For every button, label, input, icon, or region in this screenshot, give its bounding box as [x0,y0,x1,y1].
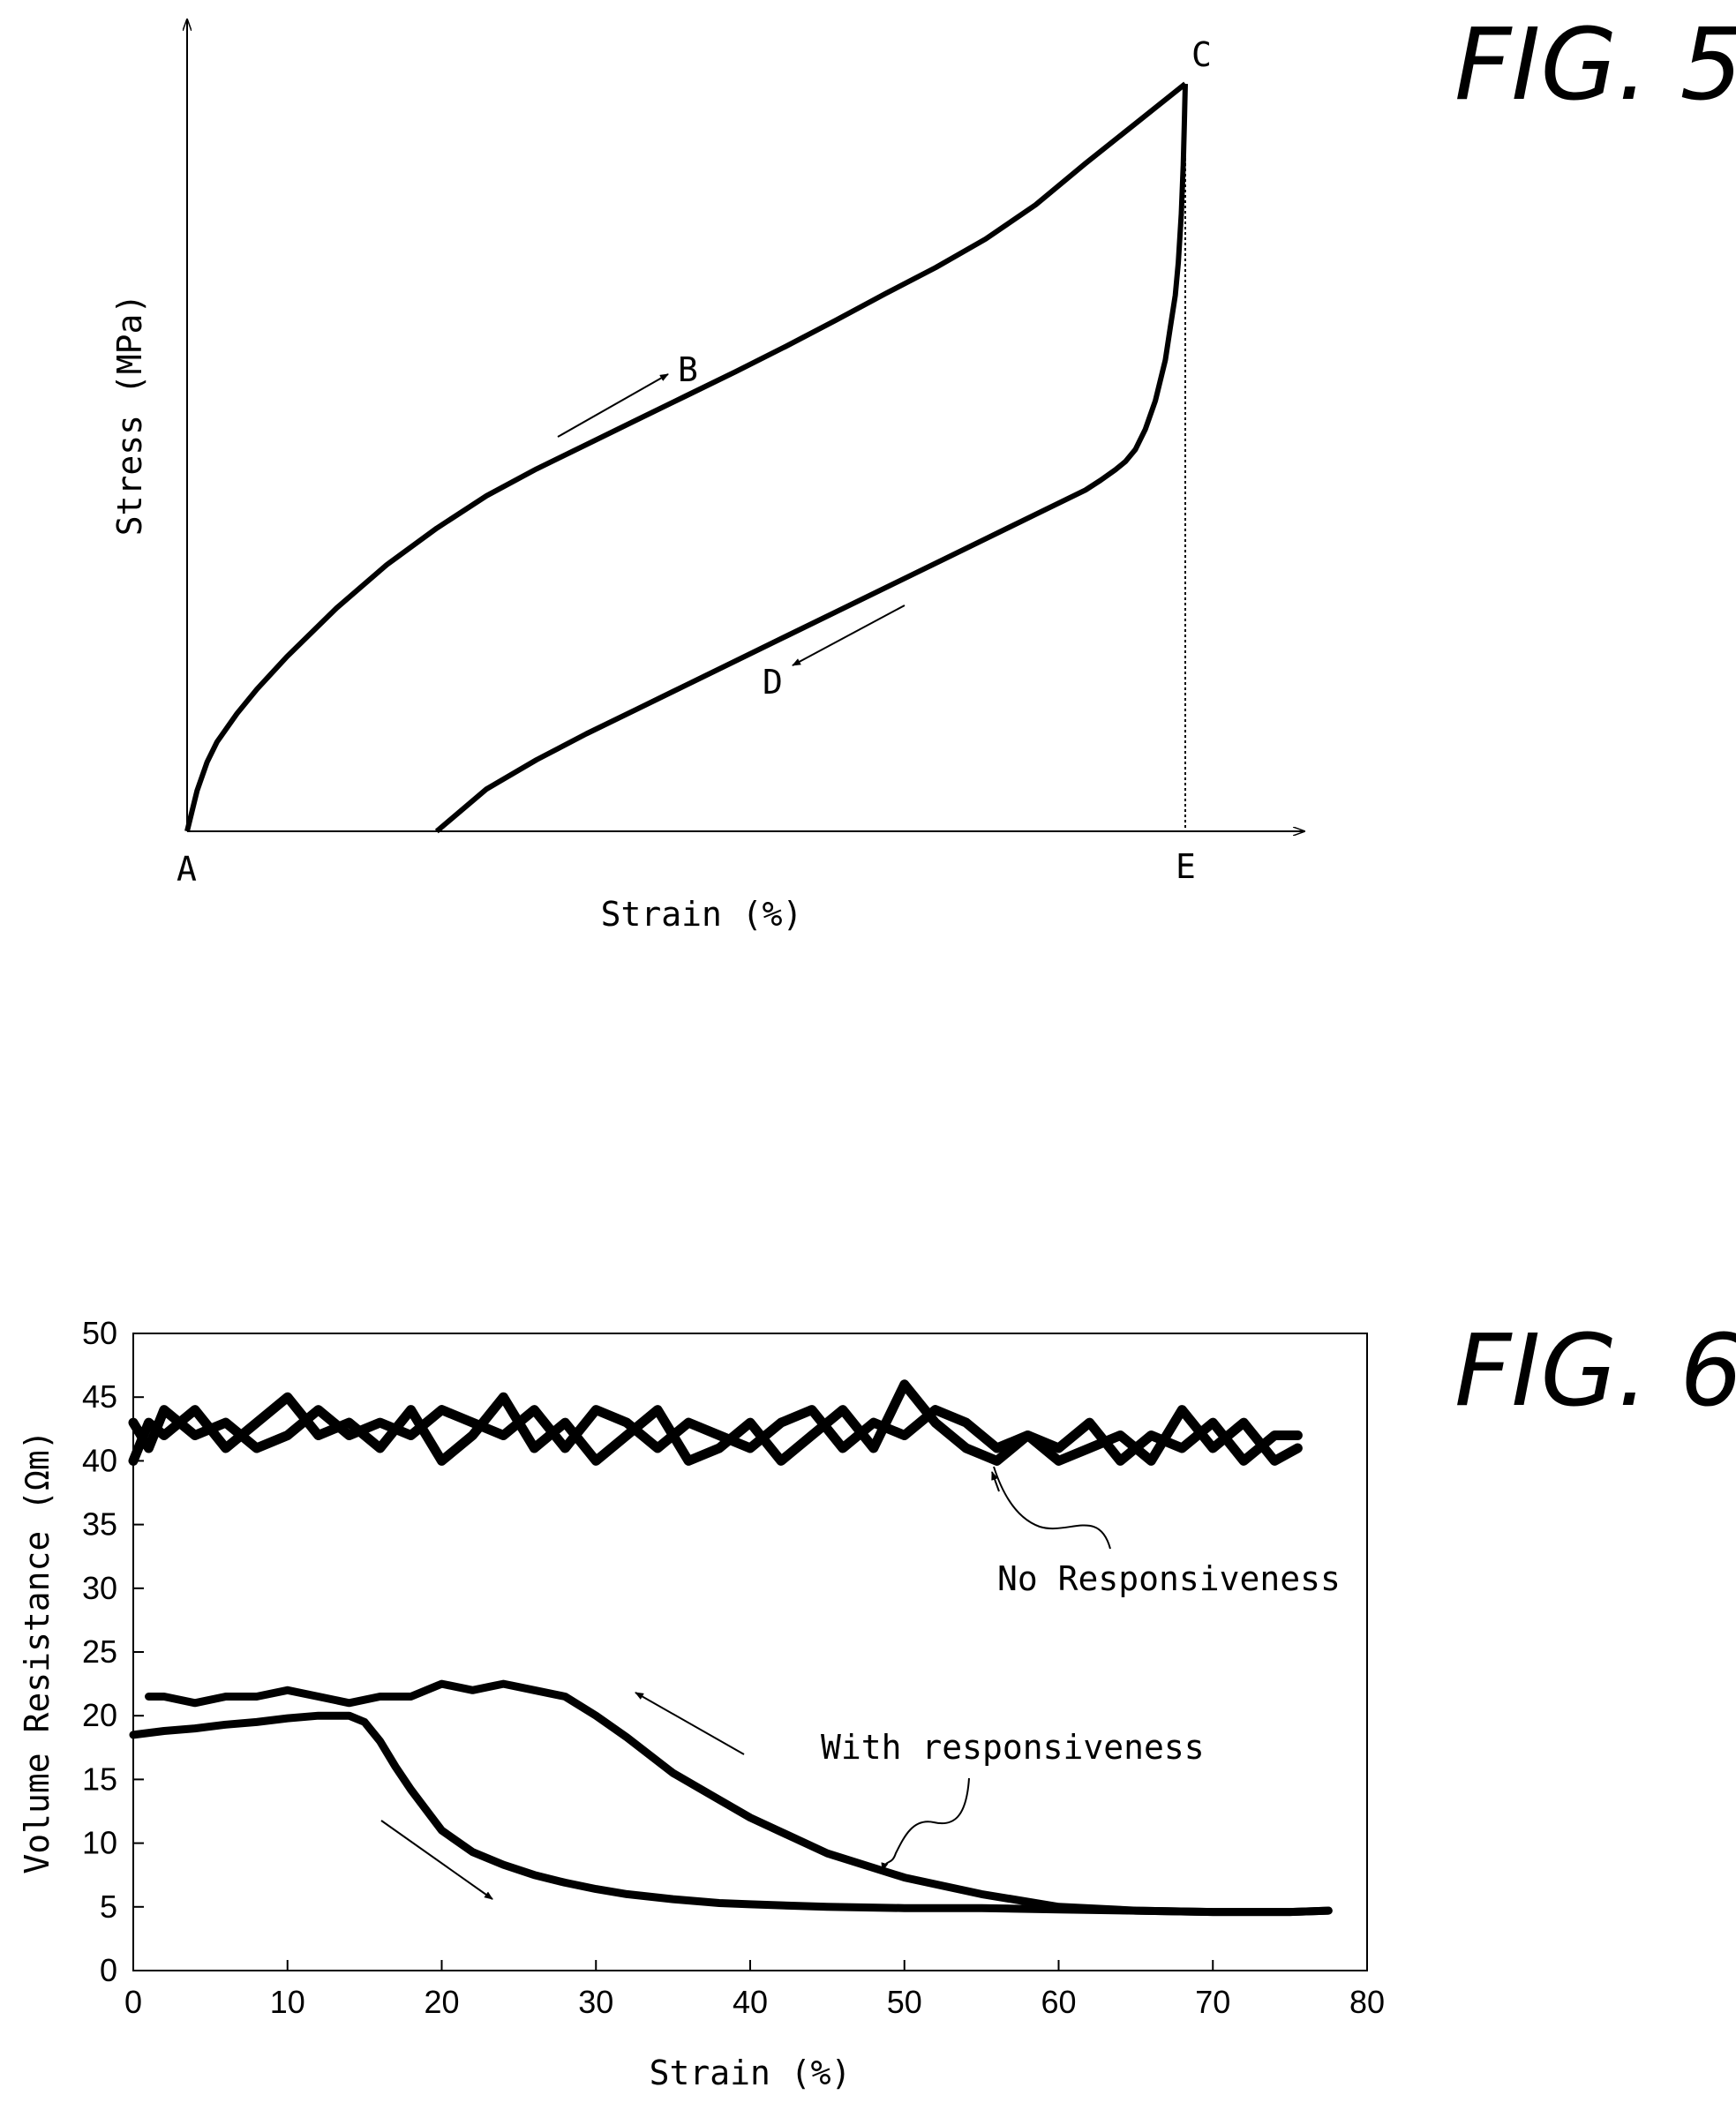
fig6-series-with-responsiveness-decreasing [145,1679,1333,1917]
fig5-point-a: A [177,850,197,889]
fig6-series-no-responsiveness-b [128,1405,1303,1466]
fig5-point-b: B [678,350,698,389]
fig6-y-tick-label: 15 [82,1761,117,1797]
fig6-y-axis-label: Volume Resistance (Ωm) [18,1430,56,1873]
fig6-x-tick-label: 0 [124,1984,142,2020]
fig5-point-e: E [1176,847,1196,886]
fig6-chart: FIG. 6 0 10 20 30 40 50 60 70 80 0 5 10 15 20 25 30 35 40… [18,1314,1736,2092]
fig6-y-tick-label: 50 [82,1315,117,1351]
fig6-axis-ticks: 0 10 20 30 40 50 60 70 80 0 5 10 15 20 25 30 35 40 45 50 [82,1315,1385,2020]
fig6-annotation-no-responsiveness: No Responsiveness [997,1559,1341,1598]
fig5-loading-arrow [557,373,669,438]
fig6-series-group [128,1379,1333,1917]
fig6-title: FIG. 6 [1454,1314,1736,1429]
fig5-point-d: D [763,663,783,702]
fig6-annotation-with-responsiveness: With responsiveness [821,1728,1205,1767]
fig6-series-with-responsiveness-increasing [129,1711,1333,1917]
fig6-y-tick-label: 25 [82,1633,117,1670]
fig5-point-c: C [1191,35,1212,74]
fig6-decreasing-strain-arrow [635,1692,745,1755]
fig6-x-tick-label: 80 [1349,1984,1385,2020]
fig6-x-tick-label: 30 [578,1984,613,2020]
fig6-y-tick-label: 20 [82,1697,117,1733]
fig6-with-responsiveness-leader [881,1777,970,1872]
fig6-x-tick-label: 60 [1041,1984,1076,2020]
fig5-loading-curve [184,81,1187,832]
fig5-chart: FIG. 5 A B C D E Strain (%) Stress (MPa) [110,8,1736,934]
fig6-x-tick-label: 20 [424,1984,459,2020]
fig6-x-tick-label: 50 [887,1984,922,2020]
fig6-x-tick-label: 40 [733,1984,768,2020]
fig5-title: FIG. 5 [1454,8,1736,123]
fig6-y-tick-label: 45 [82,1378,117,1415]
fig6-y-tick-label: 10 [82,1825,117,1861]
fig6-no-responsiveness-leader-tip [991,1471,1000,1492]
fig6-x-tick-label: 70 [1195,1984,1230,2020]
fig6-no-responsiveness-leader [993,1466,1111,1550]
fig5-x-axis-label: Strain (%) [601,895,803,934]
fig6-y-tick-label: 40 [82,1442,117,1478]
fig5-unloading-curve [434,83,1188,834]
fig6-x-axis-label: Strain (%) [650,2054,852,2092]
fig5-y-axis-label: Stress (MPa) [110,294,149,537]
fig6-y-tick-label: 5 [100,1888,117,1925]
fig5-unloading-arrow [792,604,906,666]
fig6-y-tick-label: 35 [82,1506,117,1543]
fig6-x-tick-label: 10 [270,1984,305,2020]
fig6-y-tick-label: 0 [100,1952,117,1988]
fig6-increasing-strain-arrow [380,1820,493,1900]
fig6-y-tick-label: 30 [82,1570,117,1606]
